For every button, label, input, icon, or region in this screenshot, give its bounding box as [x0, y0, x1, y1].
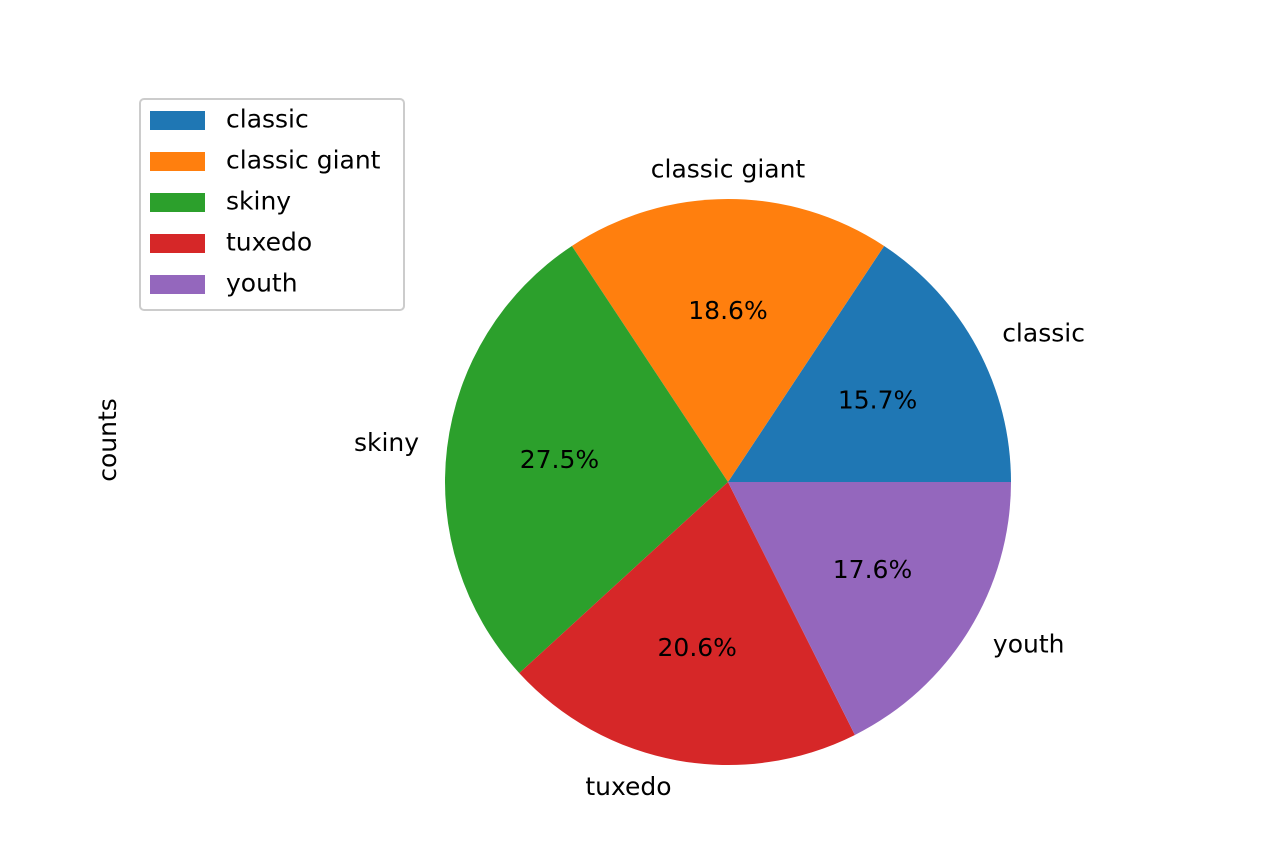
pie-slice-youth	[728, 482, 1011, 735]
slice-label-youth: youth	[993, 629, 1065, 658]
legend-entries: classic classic giant skiny tuxedo youth	[150, 105, 381, 298]
pie-slices	[444, 199, 1011, 766]
pie-percent-labels: 15.7% 18.6% 27.5% 20.6% 17.6%	[520, 296, 918, 662]
percent-label-youth: 17.6%	[833, 555, 912, 584]
percent-label-classic-giant: 18.6%	[688, 296, 767, 325]
legend-label-classic-giant: classic giant	[226, 146, 381, 175]
legend-swatch-classic	[150, 111, 205, 130]
slice-label-tuxedo: tuxedo	[585, 772, 671, 801]
legend-label-classic: classic	[226, 105, 309, 134]
percent-label-skiny: 27.5%	[520, 445, 599, 474]
legend-frame	[139, 98, 405, 311]
percent-label-tuxedo: 20.6%	[658, 633, 737, 662]
legend-swatch-tuxedo	[150, 234, 205, 253]
legend-label-skiny: skiny	[226, 187, 291, 216]
slice-label-skiny: skiny	[354, 428, 419, 457]
slice-label-classic: classic	[1002, 319, 1085, 348]
legend-swatch-classic-giant	[150, 152, 205, 171]
legend: classic classic giant skiny tuxedo youth	[139, 98, 405, 311]
pie-slice-tuxedo	[519, 482, 855, 766]
slice-label-classic-giant: classic giant	[651, 155, 806, 184]
pie-slice-classic-giant	[571, 199, 885, 483]
percent-label-classic: 15.7%	[838, 386, 917, 415]
pie-slice-classic	[728, 245, 1011, 482]
legend-swatch-youth	[150, 275, 205, 294]
y-axis-label: counts	[93, 398, 122, 482]
pie-slice-skiny	[444, 245, 728, 674]
legend-swatch-skiny	[150, 193, 205, 212]
pie-slice-labels: classic classic giant skiny tuxedo youth	[354, 155, 1085, 801]
legend-label-youth: youth	[226, 269, 298, 298]
legend-label-tuxedo: tuxedo	[226, 228, 312, 257]
